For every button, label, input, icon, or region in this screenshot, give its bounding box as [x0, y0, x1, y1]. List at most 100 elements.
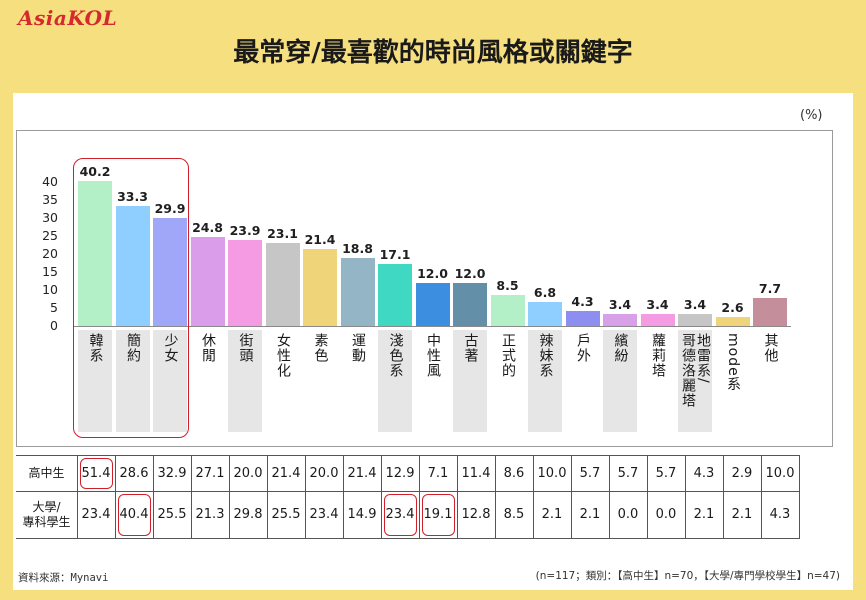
bar — [753, 298, 787, 326]
bar — [640, 313, 675, 326]
category-label-cell: 戶外 — [566, 333, 600, 431]
data-label: 6.8 — [533, 284, 557, 300]
bar — [190, 236, 225, 326]
table-cell: 21.3 — [195, 507, 225, 522]
y-tick-label: 0 — [50, 318, 58, 333]
table-rule — [457, 455, 458, 539]
table-cell-highlight — [80, 458, 113, 489]
data-label: 23.9 — [229, 222, 261, 238]
table-rule — [419, 455, 420, 539]
table-cell: 28.6 — [119, 465, 149, 481]
source-note: 資料來源：Mynavi — [18, 572, 109, 584]
category-label-background — [453, 330, 487, 432]
category-label: 休閒 — [200, 333, 216, 363]
bar — [678, 313, 712, 326]
bar — [490, 295, 525, 326]
y-tick-label: 40 — [42, 174, 58, 189]
category-label-cell: 街頭 — [228, 333, 262, 431]
unit-label: (%) — [800, 108, 823, 123]
bar — [153, 218, 187, 326]
table-rule — [305, 455, 306, 539]
table-cell: 0.0 — [655, 507, 677, 522]
table-cell: 14.9 — [347, 507, 377, 522]
data-label: 4.3 — [571, 293, 594, 309]
table-cell: 8.6 — [503, 465, 525, 481]
table-cell: 5.7 — [617, 465, 639, 481]
category-label: 運動 — [350, 333, 366, 363]
category-label-cell: 辣妹系 — [528, 333, 562, 431]
highlight-box — [73, 158, 189, 438]
data-label: 17.1 — [379, 247, 411, 263]
table-cell: 2.1 — [541, 507, 563, 522]
table-rule — [191, 455, 192, 539]
table-rule — [723, 455, 724, 539]
table-rule — [343, 455, 344, 539]
data-label: 3.4 — [608, 296, 632, 312]
category-label-background — [528, 330, 562, 432]
table-rule — [761, 455, 762, 539]
bar — [528, 301, 562, 326]
table-cell: 10.0 — [765, 465, 795, 481]
table-cell: 25.5 — [157, 507, 187, 522]
table-cell: 25.5 — [271, 507, 301, 522]
category-label: 淺色系 — [387, 333, 404, 378]
table-cell: 8.5 — [503, 507, 525, 522]
table-cell: 12.8 — [461, 507, 491, 522]
table-cell: 5.7 — [655, 465, 677, 481]
category-label-cell: 簡約 — [116, 333, 150, 431]
category-label-cell: 地雷系/ 哥德洛麗塔 — [678, 333, 712, 431]
bar — [115, 206, 150, 326]
table-rule — [609, 455, 610, 539]
category-label-background — [603, 330, 637, 432]
y-tick-label: 20 — [42, 246, 58, 261]
table-cell: 5.7 — [579, 465, 601, 481]
table-cell-highlight — [422, 494, 455, 536]
bar — [78, 181, 112, 326]
category-label-background — [78, 330, 112, 432]
category-label-cell: 少女 — [153, 333, 187, 431]
category-label: 中性風 — [425, 333, 441, 378]
table-cell: 32.9 — [157, 465, 187, 481]
bar — [603, 313, 637, 326]
table-cell: 29.8 — [233, 507, 263, 522]
y-tick-label: 30 — [42, 210, 58, 225]
table-cell: 2.9 — [731, 465, 753, 481]
data-label: 8.5 — [496, 278, 519, 294]
table-cell: 40.4 — [119, 507, 149, 522]
table-cell: 51.4 — [81, 465, 111, 481]
data-label: 12.0 — [417, 265, 448, 281]
y-tick-label: 35 — [42, 192, 58, 207]
table-rule — [495, 455, 496, 539]
table-rule — [115, 455, 116, 539]
table-row-header: 大學/ 專科學生 — [22, 499, 71, 529]
table-cell: 2.1 — [693, 507, 715, 522]
table-rule — [77, 455, 78, 539]
bar — [453, 282, 487, 326]
category-label-cell: 淺色系 — [378, 333, 412, 431]
chart-frame — [16, 130, 833, 447]
category-label-cell: mode系 — [716, 333, 750, 431]
category-label-cell: 正式的 — [491, 333, 525, 431]
data-label: 12.0 — [454, 265, 486, 281]
bar — [715, 316, 750, 326]
table-cell: 20.0 — [233, 465, 263, 481]
category-label-cell: 休閒 — [191, 333, 225, 431]
table-rule — [16, 455, 800, 456]
category-label: mode系 — [725, 333, 741, 392]
y-tick-label: 25 — [42, 228, 58, 243]
table-rule — [16, 491, 800, 492]
table-rule — [799, 455, 800, 539]
category-label: 蘿莉塔 — [650, 333, 666, 378]
data-label: 7.7 — [758, 281, 782, 297]
table-cell: 0.0 — [617, 507, 639, 522]
data-label: 23.1 — [267, 225, 298, 241]
category-label-cell: 其他 — [753, 333, 787, 431]
table-rule — [571, 455, 572, 539]
y-tick-label: 15 — [42, 264, 58, 279]
table-rule — [267, 455, 268, 539]
category-label-cell: 韓系 — [78, 333, 112, 431]
category-label: 少女 — [162, 333, 179, 363]
table-cell: 23.4 — [81, 507, 111, 522]
category-label-background — [228, 330, 262, 432]
category-label: 地雷系/ 哥德洛麗塔 — [680, 333, 711, 408]
